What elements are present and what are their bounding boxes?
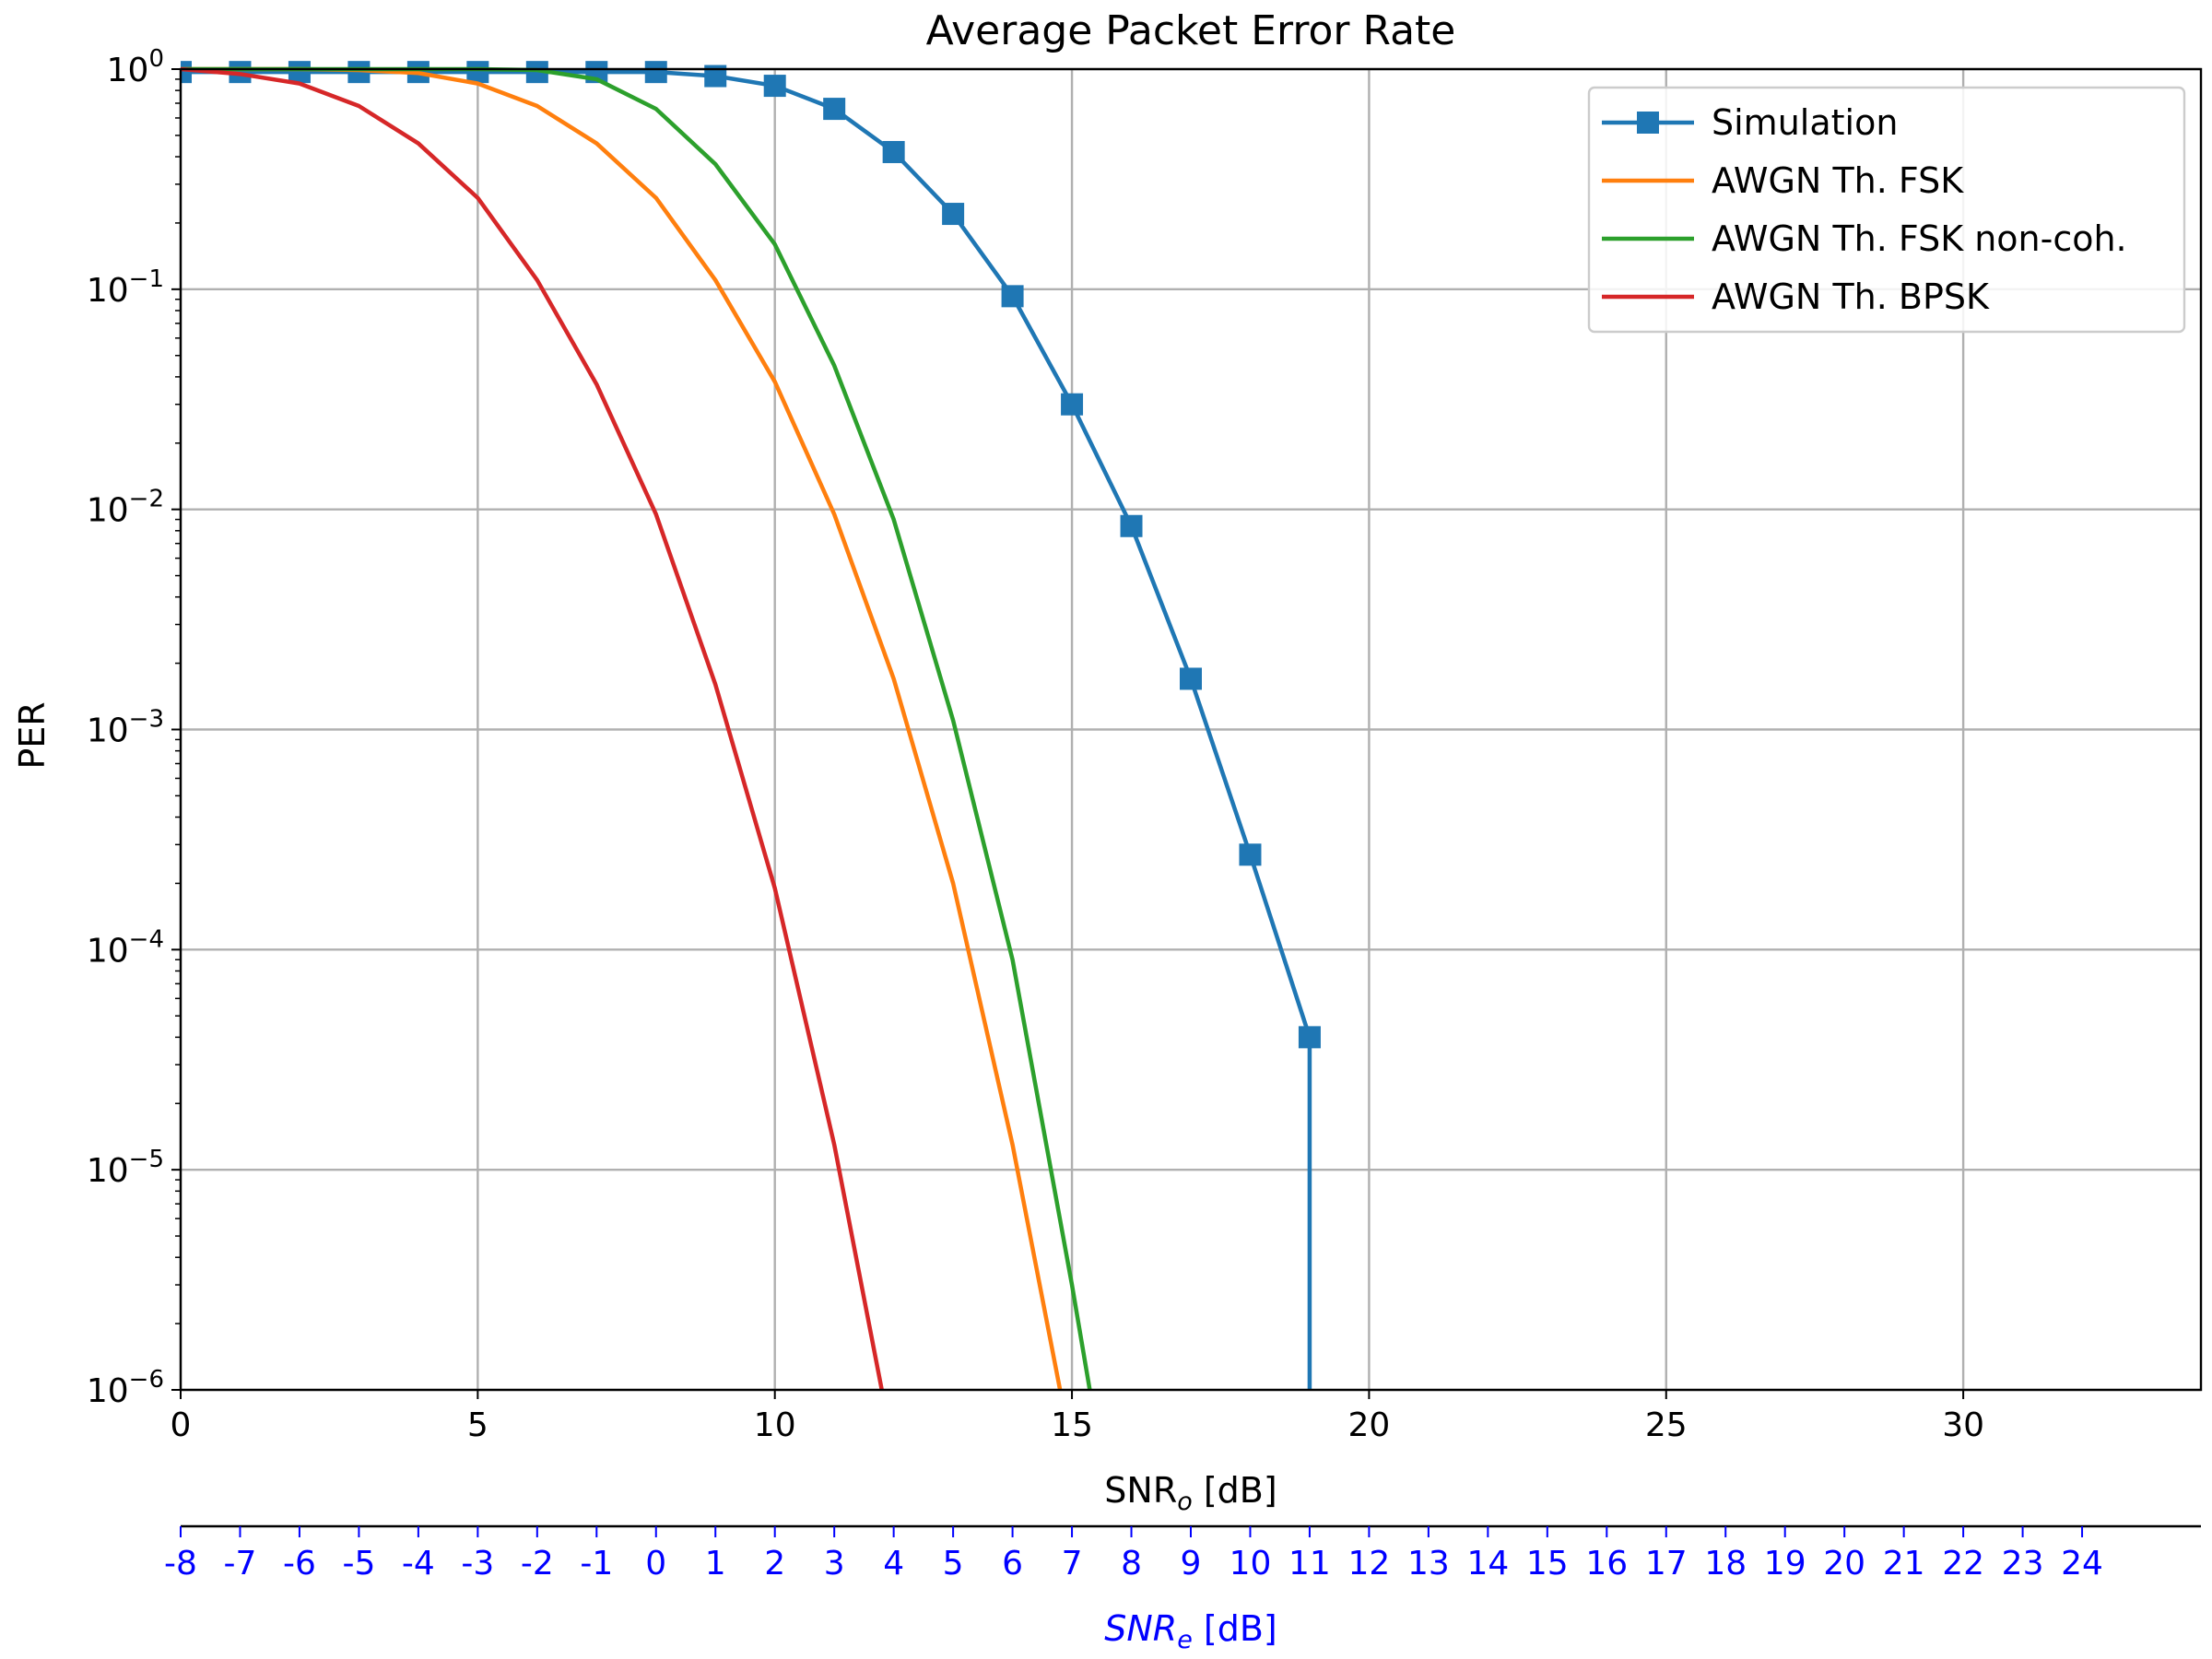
secondary-tick-label: 0: [645, 1545, 666, 1583]
secondary-tick-label: 3: [824, 1545, 845, 1583]
secondary-tick-label: 24: [2061, 1545, 2103, 1583]
secondary-tick-label: -6: [283, 1545, 316, 1583]
x-tick-label: 25: [1645, 1406, 1688, 1444]
data-point: [1180, 667, 1202, 690]
secondary-tick-label: 9: [1181, 1545, 1202, 1583]
data-point: [644, 61, 667, 84]
secondary-tick-label: 5: [943, 1545, 964, 1583]
secondary-tick-label: 21: [1883, 1545, 1925, 1583]
legend-label: Simulation: [1712, 102, 1898, 143]
legend-marker: [1637, 112, 1659, 134]
legend[interactable]: Simulation AWGN Th. FSK AWGN Th. FSK non-c…: [1587, 86, 2186, 334]
data-point: [763, 75, 786, 98]
x-axis-label: SNRo [dB]: [1104, 1470, 1277, 1516]
secondary-tick-label: 22: [1942, 1545, 1984, 1583]
data-point: [288, 61, 311, 84]
secondary-tick-label: 23: [2002, 1545, 2044, 1583]
secondary-tick-label: 20: [1823, 1545, 1865, 1583]
data-point: [1001, 285, 1024, 308]
secondary-tick-label: 12: [1348, 1545, 1391, 1583]
legend-label: AWGN Th. FSK non-coh.: [1712, 218, 2127, 259]
series-simulation: [181, 61, 1321, 1390]
secondary-tick-label: 19: [1764, 1545, 1806, 1583]
x-tick-label: 15: [1051, 1406, 1093, 1444]
y-tick-label: 10−5: [87, 1146, 164, 1190]
data-point: [942, 203, 965, 226]
data-point: [882, 140, 905, 163]
chart-title: Average Packet Error Rate: [926, 7, 1456, 54]
secondary-tick-label: -2: [521, 1545, 554, 1583]
data-point: [1120, 514, 1143, 537]
axes: 0 5 10 15 20 25 30 100 10−1 10−2 10−3 10−4 10−5 10−6: [87, 45, 2203, 1444]
legend-box: [1587, 86, 2186, 334]
secondary-tick-label: 8: [1121, 1545, 1142, 1583]
secondary-tick-label: 6: [1002, 1545, 1023, 1583]
y-tick-label: 10−3: [87, 706, 164, 750]
secondary-tick-label: -4: [402, 1545, 435, 1583]
secondary-x-axis: -8 -7 -6 -5 -4 -3 -2 -1 0 1 2 3 4 5 6 7 8 9 10 11 12 13 14 15 16…: [164, 1524, 2201, 1654]
y-tick-label: 100: [107, 45, 164, 89]
series-line: [181, 66, 884, 1390]
secondary-tick-label: 7: [1062, 1545, 1083, 1583]
secondary-tick-label: -7: [224, 1545, 257, 1583]
x-tick-label: 10: [754, 1406, 796, 1444]
secondary-tick-label: 1: [705, 1545, 726, 1583]
data-point: [181, 61, 192, 84]
secondary-tick-label: 16: [1585, 1545, 1628, 1583]
x-tick-label: 0: [171, 1406, 192, 1444]
secondary-tick-label: 17: [1645, 1545, 1688, 1583]
secondary-axis-label: SNRe [dB]: [1104, 1608, 1277, 1654]
secondary-tick-label: -3: [461, 1545, 494, 1583]
secondary-tick-label: 13: [1407, 1545, 1450, 1583]
secondary-tick-label: 11: [1288, 1545, 1331, 1583]
x-tick-label: 30: [1942, 1406, 1984, 1444]
legend-label: AWGN Th. BPSK: [1712, 276, 1990, 317]
secondary-tick-label: 14: [1466, 1545, 1509, 1583]
data-point: [1061, 393, 1084, 416]
secondary-tick-label: 18: [1704, 1545, 1747, 1583]
secondary-tick-label: 4: [883, 1545, 904, 1583]
series-layer: [181, 61, 1321, 1390]
secondary-tick-label: 2: [764, 1545, 785, 1583]
data-point: [1298, 1026, 1321, 1049]
x-tick-label: 5: [467, 1406, 488, 1444]
secondary-tick-label: -8: [164, 1545, 197, 1583]
data-point: [1239, 843, 1262, 866]
secondary-tick-label: 10: [1230, 1545, 1272, 1583]
secondary-tick-label: 15: [1526, 1545, 1569, 1583]
data-point: [823, 98, 846, 121]
data-point: [466, 61, 489, 84]
series-awgn-th-bpsk: [181, 66, 884, 1390]
y-axis-label: PER: [12, 701, 53, 769]
secondary-tick-label: -5: [342, 1545, 375, 1583]
y-tick-label: 10−1: [87, 265, 164, 310]
y-tick-label: 10−4: [87, 925, 164, 970]
plot-frame: [179, 67, 2203, 1392]
x-tick-label: 20: [1348, 1406, 1391, 1444]
y-tick-label: 10−2: [87, 486, 164, 530]
secondary-tick-label: -1: [580, 1545, 613, 1583]
y-tick-label: 10−6: [87, 1366, 164, 1410]
legend-label: AWGN Th. FSK: [1712, 160, 1964, 201]
